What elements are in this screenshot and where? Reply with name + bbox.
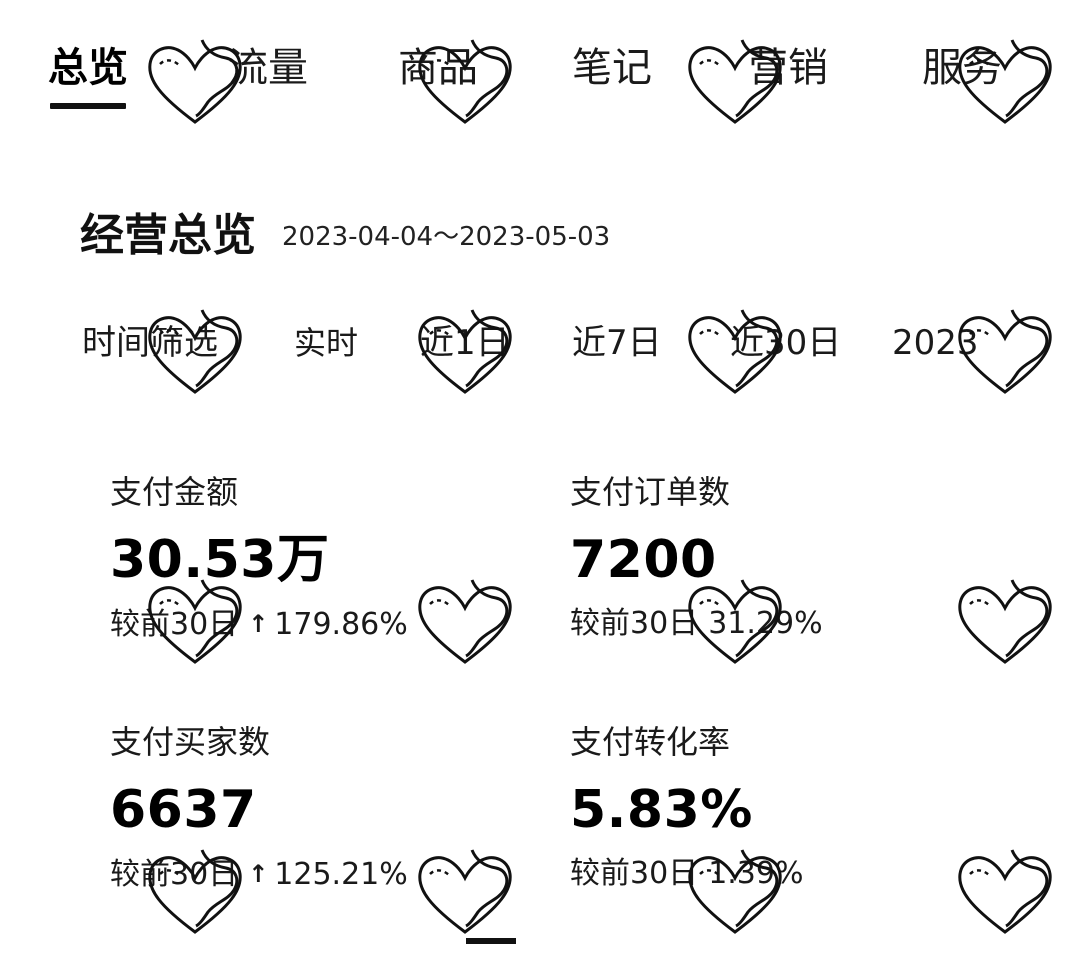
- metric-buyer-count[interactable]: 支付买家数 6637 较前30日 ↑ 125.21%: [110, 720, 530, 895]
- compare-change: 31.29%: [708, 606, 823, 641]
- metric-label: 支付金额: [110, 473, 239, 511]
- compare-change: 179.86%: [274, 607, 408, 642]
- metric-compare: 较前30日 1.39%: [570, 854, 990, 894]
- metric-label: 支付买家数: [110, 723, 271, 761]
- tab-overview[interactable]: 总览: [48, 45, 128, 91]
- metric-value: 6637: [110, 780, 257, 840]
- metric-label: 支付转化率: [570, 723, 731, 761]
- tab-products[interactable]: 商品: [398, 45, 478, 91]
- compare-label: 较前30日: [570, 606, 699, 641]
- time-option-30d[interactable]: 近30日: [730, 323, 842, 363]
- metric-value: 7200: [570, 530, 717, 590]
- metric-order-count[interactable]: 支付订单数 7200 较前30日 31.29%: [570, 470, 990, 644]
- time-option-1d[interactable]: 近1日: [420, 323, 510, 363]
- active-tab-indicator: [50, 103, 126, 109]
- compare-label: 较前30日: [110, 607, 239, 642]
- section-title: 经营总览: [80, 210, 256, 261]
- metric-value: 30.53万: [110, 530, 330, 590]
- arrow-up-icon: ↑: [248, 860, 269, 888]
- time-option-realtime[interactable]: 实时: [294, 324, 359, 362]
- tab-marketing[interactable]: 营销: [748, 45, 828, 91]
- tab-traffic[interactable]: 流量: [228, 45, 308, 91]
- scroll-indicator: [466, 938, 516, 944]
- metric-label: 支付订单数: [570, 473, 731, 511]
- time-option-7d[interactable]: 近7日: [572, 323, 662, 363]
- metric-payment-amount[interactable]: 支付金额 30.53万 较前30日 ↑ 179.86%: [110, 470, 530, 645]
- metric-conversion-rate[interactable]: 支付转化率 5.83% 较前30日 1.39%: [570, 720, 990, 894]
- time-filter-label: 时间筛选: [82, 323, 218, 363]
- compare-label: 较前30日: [570, 856, 699, 891]
- date-range: 2023-04-04～2023-05-03: [282, 222, 611, 252]
- metric-compare: 较前30日 ↑ 179.86%: [110, 604, 530, 645]
- tab-bar: 总览 流量 商品 笔记 营销 服务: [0, 0, 1080, 130]
- compare-change: 1.39%: [708, 856, 804, 891]
- metric-value: 5.83%: [570, 780, 753, 840]
- tab-service[interactable]: 服务: [922, 45, 1002, 91]
- arrow-up-icon: ↑: [248, 610, 269, 638]
- time-option-custom[interactable]: 2023: [892, 323, 979, 363]
- compare-change: 125.21%: [274, 857, 408, 892]
- tab-notes[interactable]: 笔记: [572, 45, 652, 91]
- metric-compare: 较前30日 ↑ 125.21%: [110, 854, 530, 895]
- compare-label: 较前30日: [110, 857, 239, 892]
- metric-compare: 较前30日 31.29%: [570, 604, 990, 644]
